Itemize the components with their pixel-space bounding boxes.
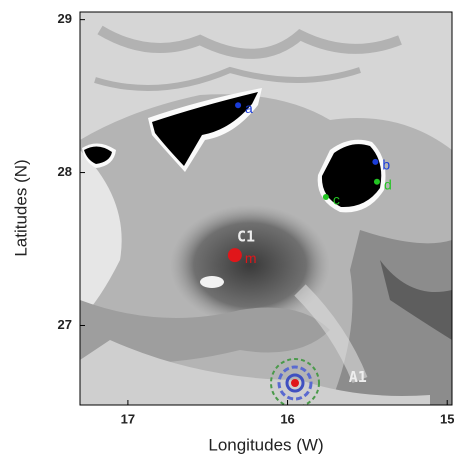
station-label: c	[333, 192, 340, 208]
station-label: b	[382, 157, 390, 173]
feature-label: A1	[349, 368, 367, 386]
y-tick-label: 28	[58, 164, 72, 179]
station-label: d	[384, 176, 392, 192]
station-point	[235, 102, 241, 108]
station-point	[228, 248, 242, 262]
x-tick-label: 15	[440, 411, 454, 426]
y-axis-label: Latitudes (N)	[11, 159, 30, 256]
x-axis-label: Longitudes (W)	[208, 435, 323, 454]
map-figure: Longitudes (W) Latitudes (N) 17 16 15 29 28 2…	[0, 0, 454, 462]
y-tick-label: 27	[58, 317, 72, 332]
satellite-image	[80, 12, 452, 407]
station-point	[323, 194, 329, 200]
station-label: a	[245, 100, 253, 116]
station-point	[372, 159, 378, 165]
feature-label: C1	[237, 227, 255, 245]
station-point	[374, 179, 380, 185]
y-tick-label: 29	[58, 11, 72, 26]
station-label: m	[245, 250, 257, 266]
x-tick-label: 16	[280, 411, 294, 426]
x-tick-label: 17	[121, 411, 135, 426]
